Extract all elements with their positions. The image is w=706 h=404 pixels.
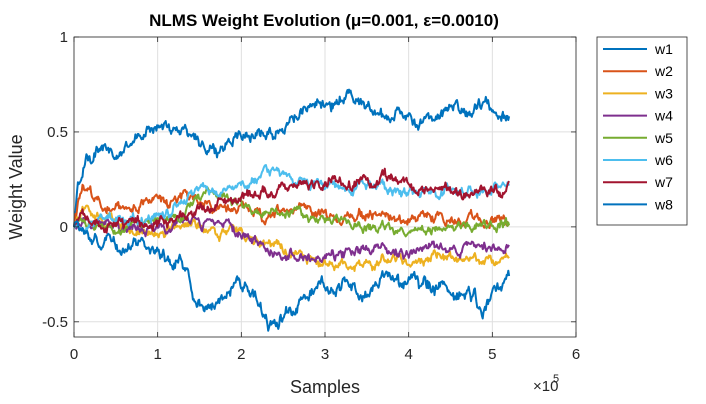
legend-label-w7: w7 [654,174,673,190]
series-line-w6 [73,164,511,232]
x-axis-label: Samples [290,377,360,397]
series-line-w8 [73,220,511,332]
chart-title: NLMS Weight Evolution (μ=0.001, ε=0.0010… [149,11,499,30]
legend-box [596,36,688,226]
x-tick-label: 0 [70,346,78,363]
series-line-w7 [73,167,510,234]
series-lines [73,88,511,332]
series-line-w2 [73,183,510,230]
y-tick-label: 0.5 [47,124,68,141]
axis-ticks [73,36,577,337]
x-tick-label: 5 [488,346,496,363]
legend-label-w3: w3 [654,85,673,101]
legend: w1 w2 w3 w4 w5 w6 w7 w8 [596,36,688,226]
legend-label-w2: w2 [654,63,673,79]
y-tick-label: -0.5 [42,314,68,331]
series-line-w4 [73,214,510,264]
axis-tick-labels: 0 1 2 3 4 5 6-0.500.51 [42,29,580,363]
x-tick-label: 2 [237,346,245,363]
x-tick-label: 4 [404,346,412,363]
x-exponent-label: ×10 [533,378,558,395]
y-tick-label: 1 [60,29,68,46]
legend-label-w4: w4 [654,108,673,124]
x-tick-label: 3 [321,346,329,363]
series-line-w1 [73,88,511,227]
legend-label-w6: w6 [654,152,673,168]
legend-label-w1: w1 [654,41,673,57]
legend-label-w5: w5 [654,130,673,146]
y-tick-label: 0 [60,219,68,236]
x-exponent-power: 5 [553,373,559,385]
x-tick-label: 6 [572,346,580,363]
y-axis-label: Weight Value [6,134,26,239]
legend-label-w8: w8 [654,196,673,212]
x-tick-label: 1 [153,346,161,363]
